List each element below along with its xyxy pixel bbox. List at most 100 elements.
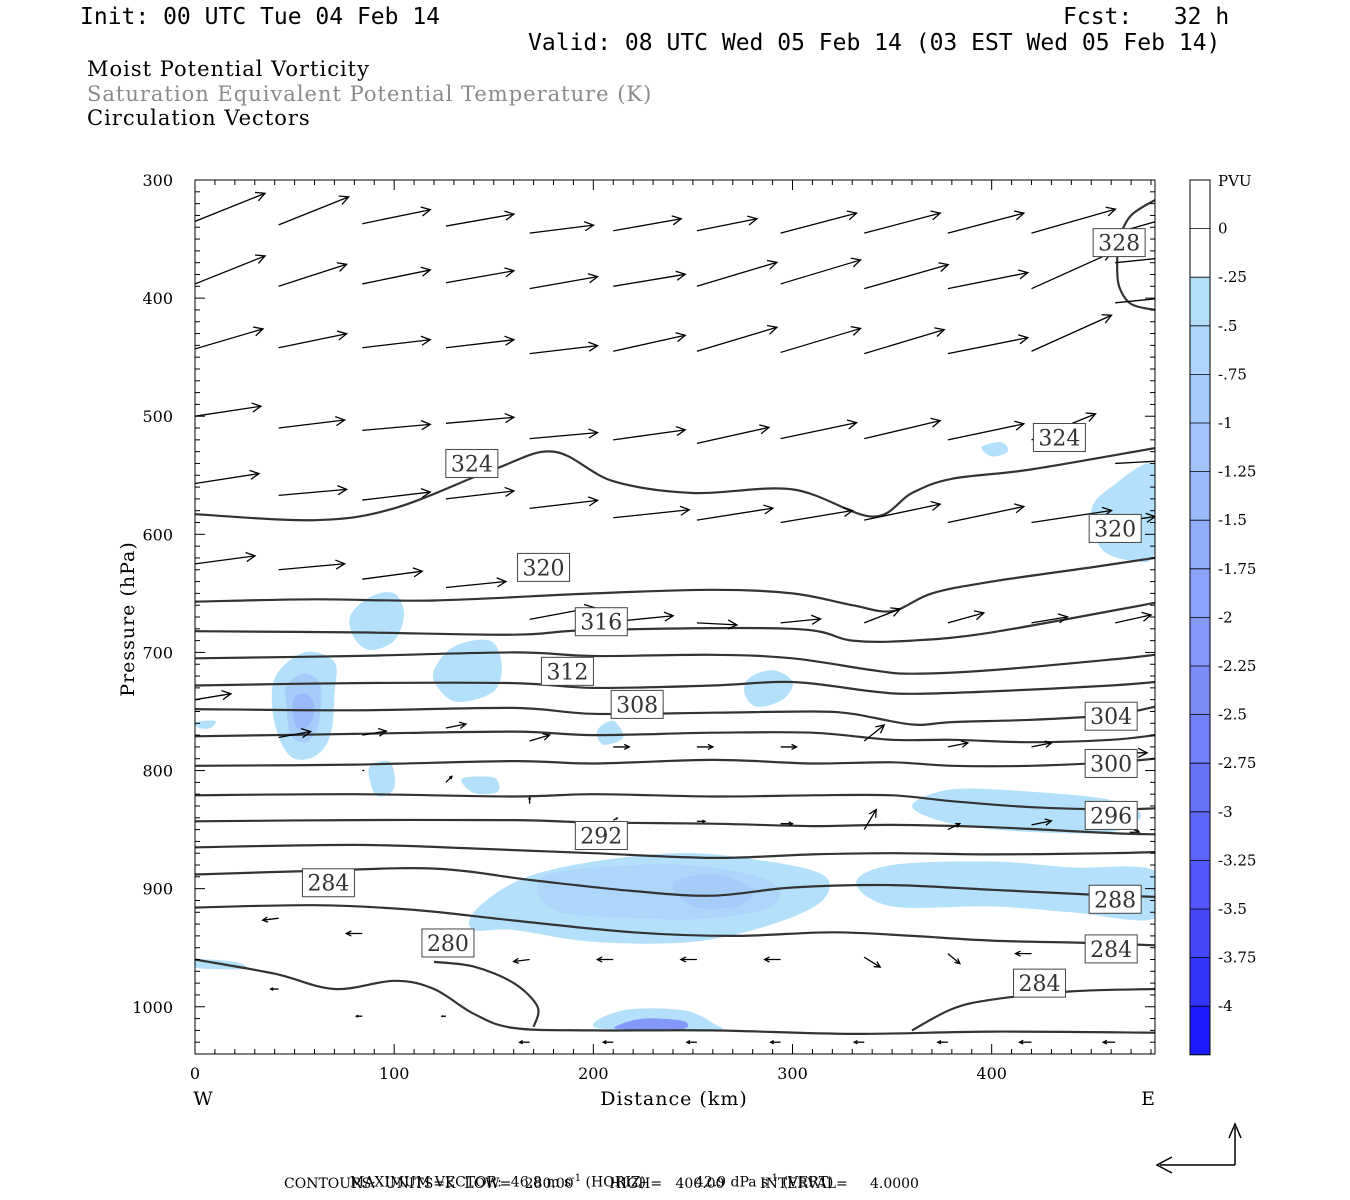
contour-label-value: 284: [1090, 938, 1132, 963]
circulation-vector: [613, 270, 687, 287]
circulation-vector: [529, 341, 600, 355]
colorbar-swatch: [1190, 617, 1210, 666]
vector-shaft: [947, 272, 1028, 290]
vector-head: [528, 796, 532, 800]
pv-region: [432, 639, 502, 703]
vector-head: [955, 822, 962, 828]
vector-head: [852, 1040, 858, 1045]
pv-shading: [195, 442, 1155, 1031]
vector-head: [1085, 412, 1097, 422]
vector-shaft: [195, 192, 266, 222]
max-horiz-value: 46.8 m s: [510, 1174, 572, 1191]
vector-head: [759, 424, 771, 435]
vector-head: [875, 724, 886, 734]
pv-region: [981, 442, 1009, 457]
contour-label-box: [421, 928, 475, 958]
vector-head: [788, 821, 794, 827]
vector-head: [1057, 613, 1069, 624]
contour-label-value: 308: [616, 693, 658, 718]
vector-shaft: [262, 917, 279, 921]
x-tick-label: 300: [777, 1064, 808, 1083]
contour-label-value: 284: [307, 872, 349, 897]
colorbar-swatch: [1190, 763, 1210, 812]
circulation-vector: [529, 221, 596, 234]
vector-head: [1014, 420, 1026, 431]
circulation-vector: [362, 567, 424, 580]
circulation-vector: [947, 269, 1030, 290]
horiz-tag: (HORIZ): [585, 1174, 646, 1191]
y-tick-label: 900: [142, 880, 173, 899]
circulation-vector: [529, 496, 600, 509]
vector-head: [1178, 455, 1187, 464]
circulation-vector: [195, 254, 267, 285]
contour-label-value: 288: [1094, 888, 1136, 913]
circulation-vector: [445, 775, 453, 783]
max-vector-label: MAXIMUM VECTOR:: [349, 1174, 502, 1191]
circulation-vector: [278, 262, 349, 287]
contour-label-value: 324: [451, 452, 493, 477]
vector-head: [671, 215, 683, 226]
colorbar-label: -1.25: [1218, 463, 1256, 481]
vector-head: [846, 419, 858, 430]
circulation-vector: [864, 327, 946, 355]
vector-head: [763, 504, 775, 515]
axes: 300 400 500 600 700 800 900 1000 0 100 200 300 400: [132, 171, 1155, 1083]
contour-label: 296: [1084, 800, 1138, 830]
vert-exponent: -1: [768, 1173, 779, 1184]
vector-shaft: [529, 344, 598, 355]
pv-region: [596, 720, 624, 745]
circulation-vector: [445, 577, 508, 589]
circulation-vector: [852, 1040, 865, 1045]
vector-head: [335, 559, 347, 570]
vector-shaft: [780, 422, 857, 440]
y-tick-label: 600: [142, 525, 173, 544]
vector-head: [254, 191, 267, 202]
circulation-vector: [696, 424, 771, 445]
vector-head: [583, 221, 596, 232]
contour-label-value: 324: [1038, 426, 1080, 451]
circulation-vector: [278, 728, 313, 739]
vector-head: [679, 505, 691, 516]
colorbar-swatch: [1190, 714, 1210, 764]
valid-time: Valid: 08 UTC Wed 05 Feb 14 (03 EST Wed …: [528, 30, 1221, 56]
circulation-vector: [278, 415, 347, 429]
vector-head: [675, 332, 687, 343]
circulation-vector: [354, 1014, 363, 1018]
circulation-vector: [1115, 455, 1187, 465]
vector-shaft: [1031, 616, 1068, 624]
pv-region: [349, 592, 405, 651]
vector-head: [766, 259, 779, 270]
vector-head: [1014, 950, 1021, 957]
circulation-vector: [195, 326, 265, 350]
circulation-vector: [529, 273, 600, 290]
colorbar-swatch: [1190, 325, 1210, 375]
vector-shaft: [195, 255, 266, 285]
y-tick-label: 1000: [132, 998, 173, 1017]
circulation-vector: [947, 822, 962, 831]
circulation-vector: [863, 724, 886, 742]
vector-shaft: [445, 723, 467, 729]
vector-head: [811, 614, 822, 625]
circulation-vector: [864, 500, 942, 521]
circulation-vector: [445, 335, 516, 349]
vector-head: [412, 567, 424, 578]
colorbar-label: -1: [1218, 414, 1233, 432]
contour-label: 284: [1084, 934, 1138, 964]
circulation-vector: [780, 257, 862, 285]
vector-shaft: [864, 420, 941, 440]
circulation-vector: [936, 1040, 948, 1045]
circulation-vector: [780, 821, 794, 827]
vector-head: [588, 341, 600, 352]
colorbar-label: -.25: [1218, 268, 1247, 286]
vector-shaft: [864, 212, 941, 234]
colorbar-swatch: [1190, 1006, 1210, 1055]
colorbar-label: -.75: [1218, 365, 1247, 383]
circulation-vector: [595, 956, 614, 963]
vector-head: [458, 721, 468, 729]
vector-shaft: [195, 328, 264, 350]
circulation-vector: [696, 819, 707, 824]
vector-shaft: [696, 622, 737, 626]
vector-shaft: [863, 608, 901, 624]
vector-head: [679, 956, 687, 963]
vector-head: [354, 1014, 359, 1018]
